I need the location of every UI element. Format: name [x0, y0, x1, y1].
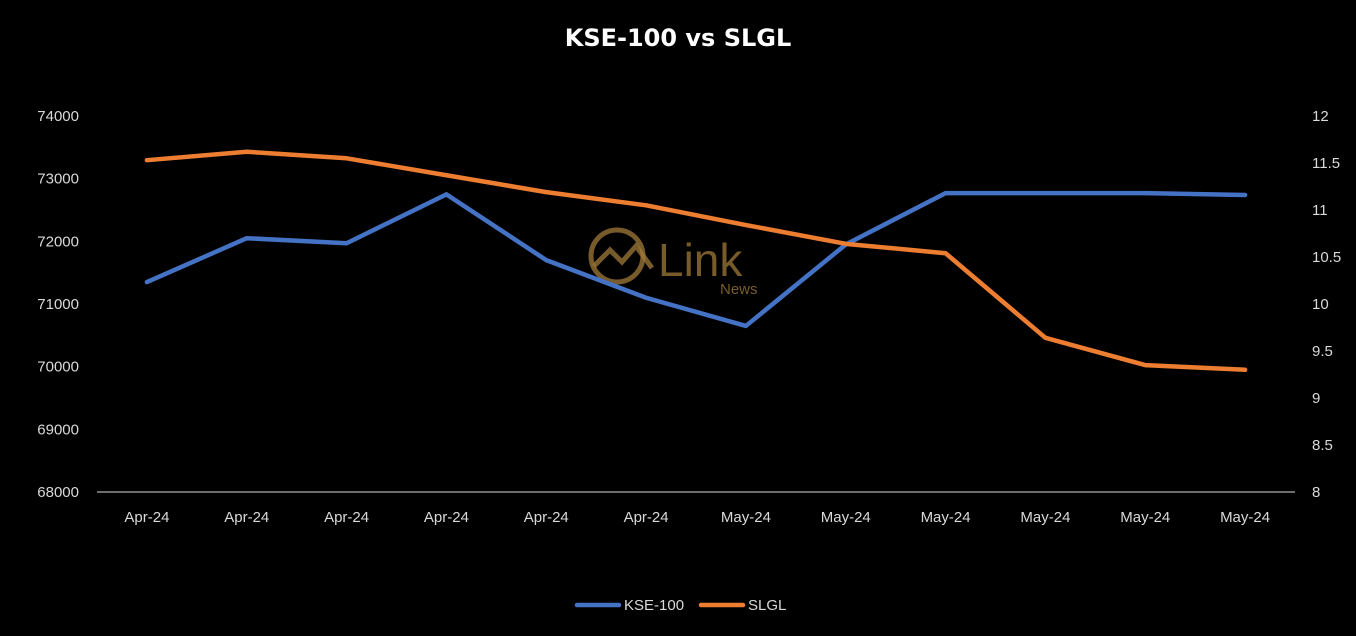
data-point — [943, 251, 948, 256]
y-right-tick-label: 11 — [1312, 202, 1328, 219]
x-tick-label: May-24 — [921, 509, 971, 526]
data-point — [943, 191, 948, 196]
x-tick-label: Apr-24 — [624, 509, 669, 526]
watermark-text: Link — [658, 234, 743, 286]
axes: 68000 69000 70000 71000 72000 73000 74000 8 8.5 9… — [37, 108, 1341, 526]
data-point — [1043, 191, 1048, 196]
y-right-tick-label: 12 — [1312, 108, 1329, 125]
data-point — [444, 192, 449, 197]
y-right-tick-label: 11.5 — [1312, 155, 1340, 172]
y-left-tick-label: 72000 — [37, 233, 79, 250]
x-tick-label: Apr-24 — [324, 509, 369, 526]
chart-title: KSE-100 vs SLGL — [565, 24, 792, 52]
data-point — [544, 190, 549, 195]
series-layer — [144, 149, 1248, 373]
y-right-tick-label: 10.5 — [1312, 249, 1341, 266]
x-tick-label: May-24 — [1020, 509, 1070, 526]
data-point — [244, 236, 249, 241]
x-tick-label: May-24 — [721, 509, 771, 526]
data-point — [1243, 192, 1248, 197]
data-point — [244, 149, 249, 154]
data-point — [644, 295, 649, 300]
y-right-tick-label: 10 — [1312, 296, 1329, 313]
series-line-kse-100 — [144, 190, 1248, 329]
y-left-tick-label: 70000 — [37, 359, 79, 376]
y-left-tick-label: 69000 — [37, 421, 79, 438]
data-point — [843, 241, 848, 246]
x-tick-label: May-24 — [821, 509, 871, 526]
data-point — [344, 241, 349, 246]
data-point — [144, 280, 149, 285]
x-tick-label: May-24 — [1120, 509, 1170, 526]
series-line-slgl — [144, 149, 1248, 373]
x-tick-label: Apr-24 — [224, 509, 269, 526]
data-point — [1143, 191, 1148, 196]
y-right-tick-label: 8.5 — [1312, 437, 1333, 454]
data-point — [1243, 367, 1248, 372]
data-point — [144, 158, 149, 163]
x-tick-label: Apr-24 — [424, 509, 469, 526]
legend-label: SLGL — [748, 597, 786, 614]
data-point — [644, 203, 649, 208]
y-left-tick-label: 71000 — [37, 296, 79, 313]
legend: KSE-100 SLGL — [574, 597, 786, 614]
watermark-logo-icon — [592, 241, 655, 270]
data-point — [544, 258, 549, 263]
data-point — [1043, 335, 1048, 340]
y-left-tick-label: 74000 — [37, 108, 79, 125]
x-tick-label: May-24 — [1220, 509, 1270, 526]
data-point — [743, 323, 748, 328]
watermark-subtext: News — [720, 281, 758, 298]
y-right-tick-label: 8 — [1312, 484, 1320, 501]
data-point — [444, 173, 449, 178]
y-left-tick-label: 73000 — [37, 171, 79, 188]
data-point — [1143, 363, 1148, 368]
watermark-logo: Link News — [588, 227, 758, 298]
data-point — [743, 223, 748, 228]
data-point — [344, 156, 349, 161]
y-left-tick-label: 68000 — [37, 484, 79, 501]
y-right-tick-label: 9.5 — [1312, 343, 1333, 360]
legend-label: KSE-100 — [624, 597, 684, 614]
x-tick-label: Apr-24 — [524, 509, 569, 526]
y-right-tick-label: 9 — [1312, 390, 1320, 407]
x-tick-label: Apr-24 — [124, 509, 169, 526]
